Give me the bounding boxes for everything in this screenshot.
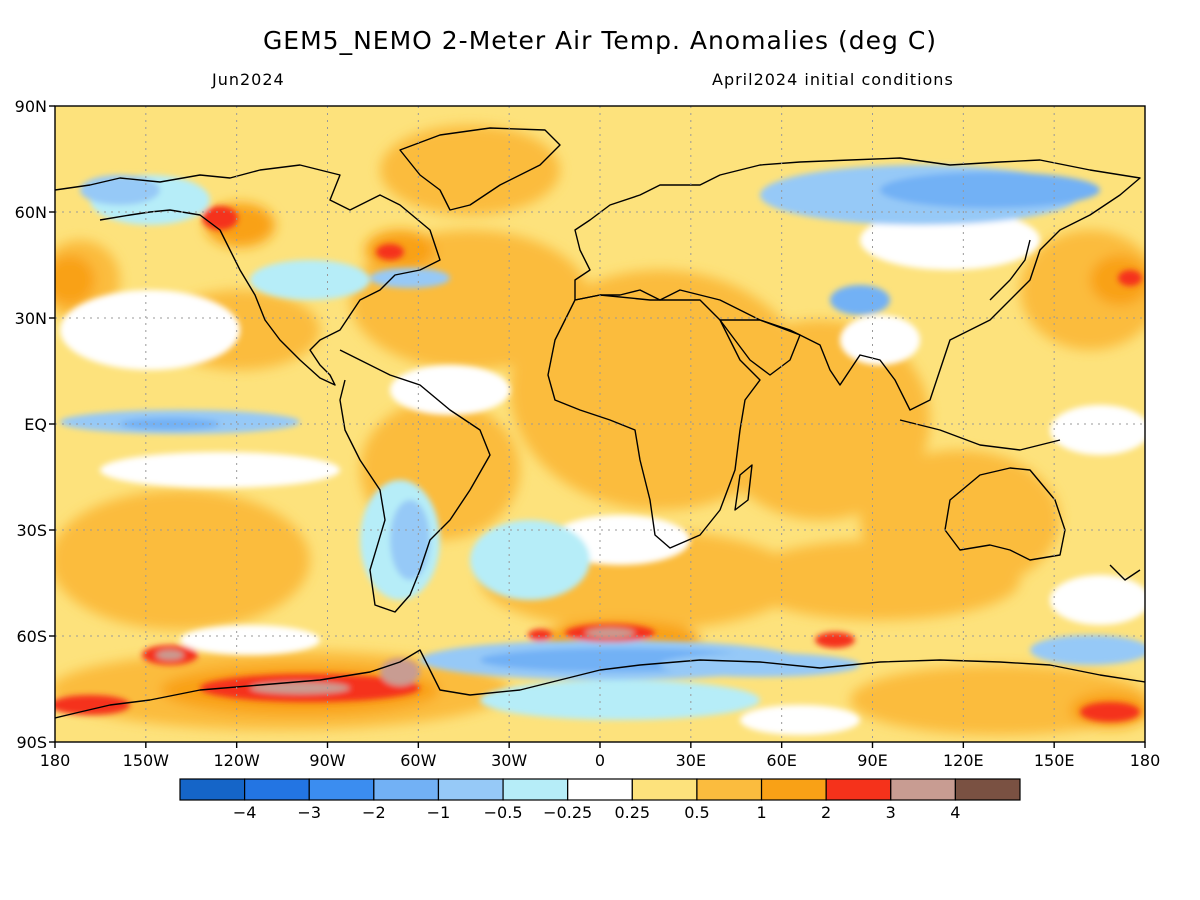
forecast-period: Jun2024 <box>212 70 285 89</box>
colorbar-swatch <box>502 778 569 801</box>
colorbar-label: 4 <box>950 803 960 822</box>
colorbar-label: 1 <box>756 803 766 822</box>
lon-tick-label: 90E <box>857 751 887 770</box>
colorbar-label: 2 <box>821 803 831 822</box>
lat-tick-label: 60S <box>16 627 47 646</box>
colorbar-swatch <box>179 778 246 801</box>
longitude-axis: 180 150W 120W 90W 60W 30W 0 30E 60E 90E 120E 150E 18… <box>40 742 1161 770</box>
lat-tick-label: 30S <box>16 521 47 540</box>
colorbar-swatch <box>825 778 892 801</box>
coast-indonesia <box>899 419 1061 451</box>
lon-tick-label: 30W <box>491 751 527 770</box>
colorbar-swatch <box>373 778 440 801</box>
colorbar-swatch <box>696 778 763 801</box>
lon-tick-label: 60W <box>400 751 436 770</box>
colorbar-label: 0.25 <box>614 803 650 822</box>
coast-south-america <box>339 349 491 613</box>
latitude-axis: 90N 60N 30N EQ 30S 60S 90S <box>15 97 55 752</box>
coast-japan <box>989 239 1031 301</box>
colorbar-label: −3 <box>297 803 321 822</box>
colorbar-swatch <box>244 778 310 801</box>
colorbar-label: −0.5 <box>484 803 523 822</box>
colorbar-swatch <box>954 778 1021 801</box>
coast-antarctica <box>55 649 1145 719</box>
coast-madagascar <box>734 464 753 511</box>
map-title: GEM5_NEMO 2-Meter Air Temp. Anomalies (d… <box>262 26 938 55</box>
lon-tick-label: 180 <box>1130 751 1161 770</box>
coast-new-zealand <box>1109 564 1141 581</box>
colorbar-label: 0.5 <box>684 803 709 822</box>
initial-conditions: April2024 initial conditions <box>712 70 954 89</box>
lon-tick-label: 60E <box>766 751 796 770</box>
colorbar-label: −4 <box>233 803 257 822</box>
lon-tick-label: 180 <box>40 751 71 770</box>
colorbar-swatch <box>567 778 633 801</box>
colorbar-swatch <box>308 778 375 801</box>
lat-tick-label: 90N <box>15 97 47 116</box>
colorbar-swatch <box>890 778 956 801</box>
lon-tick-label: 0 <box>595 751 605 770</box>
coast-north-america <box>55 164 441 386</box>
colorbar-label: 3 <box>886 803 896 822</box>
lon-tick-label: 120W <box>213 751 260 770</box>
lon-tick-label: 150E <box>1034 751 1075 770</box>
colorbar-swatch <box>437 778 504 801</box>
colorbar: −4 −3 −2 −1 −0.5 −0.25 0.25 0.5 1 2 3 4 <box>179 778 1021 822</box>
lat-tick-label: 60N <box>15 203 47 222</box>
coast-greenland <box>399 127 561 211</box>
coast-arabia <box>719 319 801 376</box>
lat-tick-label: 30N <box>15 309 47 328</box>
colorbar-label: −0.25 <box>543 803 592 822</box>
gridlines <box>55 106 1145 742</box>
coast-africa <box>547 294 761 549</box>
coastlines <box>55 127 1145 719</box>
colorbar-swatch <box>631 778 698 801</box>
lon-tick-label: 150W <box>123 751 170 770</box>
colorbar-label: −1 <box>427 803 451 822</box>
colorbar-label: −2 <box>362 803 386 822</box>
coast-australia <box>944 467 1066 561</box>
lon-tick-label: 90W <box>309 751 345 770</box>
lon-tick-label: 30E <box>676 751 706 770</box>
colorbar-swatch <box>760 778 827 801</box>
lon-tick-label: 120E <box>943 751 984 770</box>
lat-tick-label: 90S <box>16 733 47 752</box>
lat-tick-label: EQ <box>24 415 47 434</box>
